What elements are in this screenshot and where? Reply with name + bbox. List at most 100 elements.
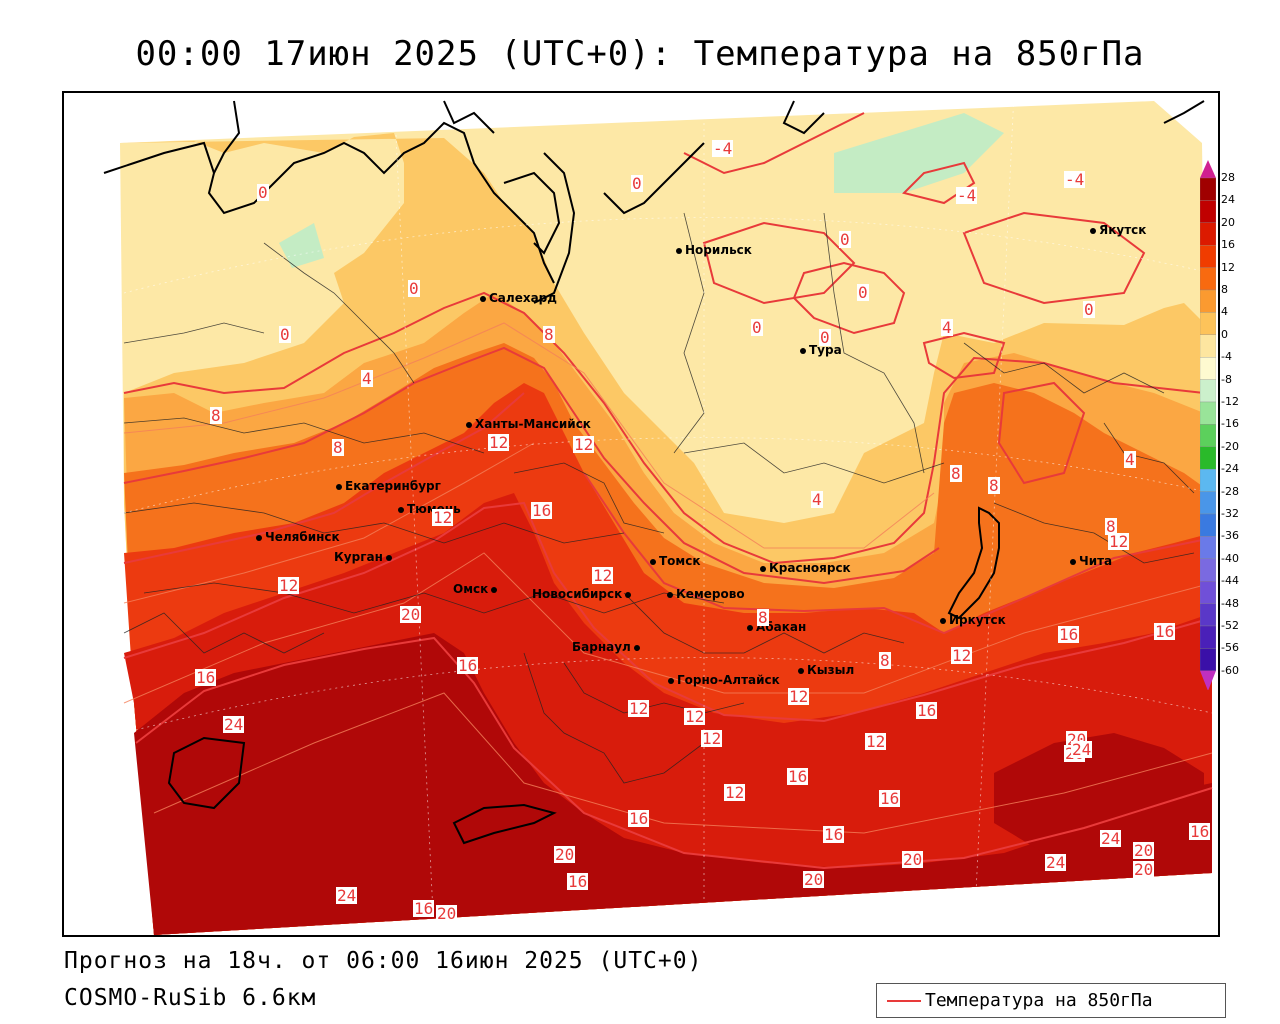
colorbar-step [1200,513,1216,537]
city-dot [760,565,766,572]
isotherm-label: 0 [819,328,831,347]
city-krasnoyarsk: Красноярск [760,561,851,575]
city-barnaul: Барнаул [572,640,643,654]
colorbar-tick-label: -36 [1221,529,1239,543]
colorbar-step [1200,424,1216,447]
city-dot [256,534,262,541]
city-tura: Тура [800,343,842,357]
city-chelyabinsk: Челябинск [256,530,340,544]
colorbar-tick-label: 28 [1221,171,1235,184]
isotherm-label: 20 [436,904,458,923]
isotherm-label: 24 [223,715,245,734]
colorbar-tick-label: 24 [1221,193,1235,207]
city-norilsk: Норильск [676,243,752,257]
isotherm-label: 16 [567,872,589,891]
colorbar-tick-label: 0 [1221,327,1228,341]
city-dot [466,421,472,428]
isotherm-label: 0 [279,325,291,344]
city-chita: Чита [1070,554,1112,568]
city-ekaterinburg: Екатеринбург [336,479,441,493]
isotherm-label: -4 [712,139,734,158]
city-label: Кызыл [807,663,855,677]
city-dot [385,554,392,561]
isotherm-label: 12 [865,732,887,751]
colorbar-tick-label: -32 [1221,507,1239,520]
city-label: Томск [659,554,701,568]
isotherm-label: 16 [1154,622,1176,641]
city-kyzyl: Кызыл [798,663,854,677]
isotherm-label: 16 [413,899,435,918]
city-label: Горно-Алтайск [677,673,780,687]
isotherm-label: 12 [278,576,300,595]
isotherm-label: 4 [941,318,953,337]
isotherm-label: 20 [1133,841,1155,860]
admin-boundaries [123,212,1195,784]
legend: Температура на 850гПа [876,983,1226,1018]
isotherm-lines [123,112,1213,870]
isotherm-label: 0 [857,283,869,302]
city-label: Омск [453,582,489,596]
cold-zone-green [834,113,1004,193]
colorbar-tick-label: -60 [1221,663,1239,677]
isotherm-label: 12 [488,433,510,452]
city-dot [336,483,342,490]
city-label: Челябинск [265,530,340,544]
isotherm-label: 16 [457,656,479,675]
colorbar-step [1200,625,1216,649]
isotherm-label: -4 [1064,170,1086,189]
colorbar-tick-label: -40 [1221,551,1239,565]
isotherm-label: 12 [951,646,973,665]
isotherm-label: 20 [902,850,924,869]
colorbar-step [1200,245,1216,268]
colorbar-step [1200,200,1216,223]
legend-line-swatch [887,1000,921,1002]
city-dot [398,506,404,513]
isotherm-label: 24 [336,886,358,905]
city-dot [650,558,656,565]
small-lake-outline [167,736,246,810]
page-title: 00:00 17июн 2025 (UTC+0): Температура на… [135,34,1145,74]
colorbar-top-arrow [1200,160,1216,178]
isotherm-label: 12 [684,707,706,726]
city-dot [491,586,498,593]
isotherm-label: 12 [724,783,746,802]
city-abakan: Абакан [747,620,806,634]
isotherm-label: 12 [432,508,454,527]
baikal-lake-outline [947,506,1000,620]
city-dot [800,347,806,354]
colorbar-tick-label: 12 [1221,260,1235,274]
city-dot [1070,558,1076,565]
isotherm-label: 0 [408,279,420,298]
city-label: Кемерово [676,587,745,601]
city-label: Якутск [1099,223,1147,237]
city-kemerovo: Кемерово [667,587,745,601]
isotherm-label: 8 [543,325,555,344]
isotherm-label: 8 [1105,517,1117,536]
colorbar-step [1200,446,1216,470]
isotherm-label: -4 [956,186,978,205]
isotherm-label: 8 [988,476,1000,495]
colorbar-step [1200,177,1216,201]
isotherm-label: 0 [631,174,643,193]
city-label: Екатеринбург [345,479,441,493]
colorbar-tick-label: 4 [1221,305,1228,319]
city-label: Курган [334,550,383,564]
colorbar-tick-label: -16 [1221,417,1239,431]
colorbar-step [1200,603,1216,627]
colorbar [1200,160,1216,690]
isotherm-label: 4 [811,490,823,509]
colorbar-tick-label: -44 [1221,574,1239,588]
map-panel[interactable]: Салехард Норильск Якутск Тура Ханты-Манс… [62,91,1220,937]
city-dot [633,644,640,651]
city-label: Иркутск [949,613,1006,627]
isotherm-label: 0 [751,318,763,337]
graticule [123,93,1213,935]
isotherm-label: 16 [1189,822,1211,841]
city-yakutsk: Якутск [1090,223,1146,237]
isotherm-label: 12 [592,566,614,585]
colorbar-step [1200,469,1216,492]
isotherm-label: 16 [1058,625,1080,644]
city-omsk: Омск [453,582,500,596]
isotherm-label: 12 [573,435,595,454]
city-label: Ханты-Мансийск [475,417,591,431]
